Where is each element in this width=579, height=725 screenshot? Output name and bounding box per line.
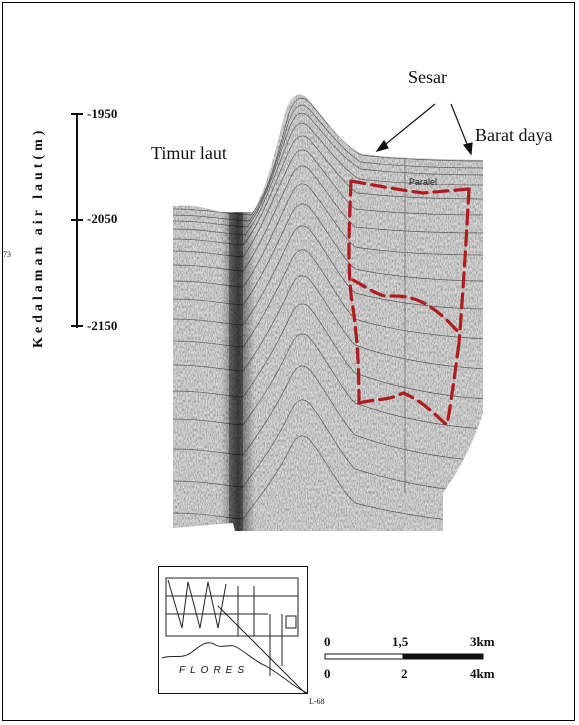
inset-line-label: L-68 xyxy=(309,697,325,706)
label-barat-daya: Barat daya xyxy=(475,125,553,145)
scale-bottom-0: 0 xyxy=(324,666,331,681)
scale-bottom-end: 4km xyxy=(470,666,495,681)
fault-arrows xyxy=(375,103,473,156)
depth-tick-2150: -2150 xyxy=(87,318,118,333)
inset-region-label: FLORES xyxy=(179,665,250,676)
scale-top-end: 3km xyxy=(470,634,495,649)
scale-bottom-mid: 2 xyxy=(401,666,408,681)
fault-interpretation-lines xyxy=(347,179,471,427)
seismic-section xyxy=(173,94,483,532)
side-mark: 73 xyxy=(3,250,11,259)
depth-tick-2050: -2050 xyxy=(87,211,118,226)
label-sesar: Sesar xyxy=(408,67,447,87)
scale-top-mid: 1,5 xyxy=(392,634,409,649)
depth-tick-1950: -1950 xyxy=(87,106,118,121)
label-paralel: Paralel xyxy=(409,177,438,187)
scale-top-0: 0 xyxy=(324,634,331,649)
inset-map xyxy=(158,566,308,694)
depth-axis-line xyxy=(71,113,83,328)
label-timur-laut: Timur laut xyxy=(151,143,227,163)
scale-bar xyxy=(324,653,484,660)
